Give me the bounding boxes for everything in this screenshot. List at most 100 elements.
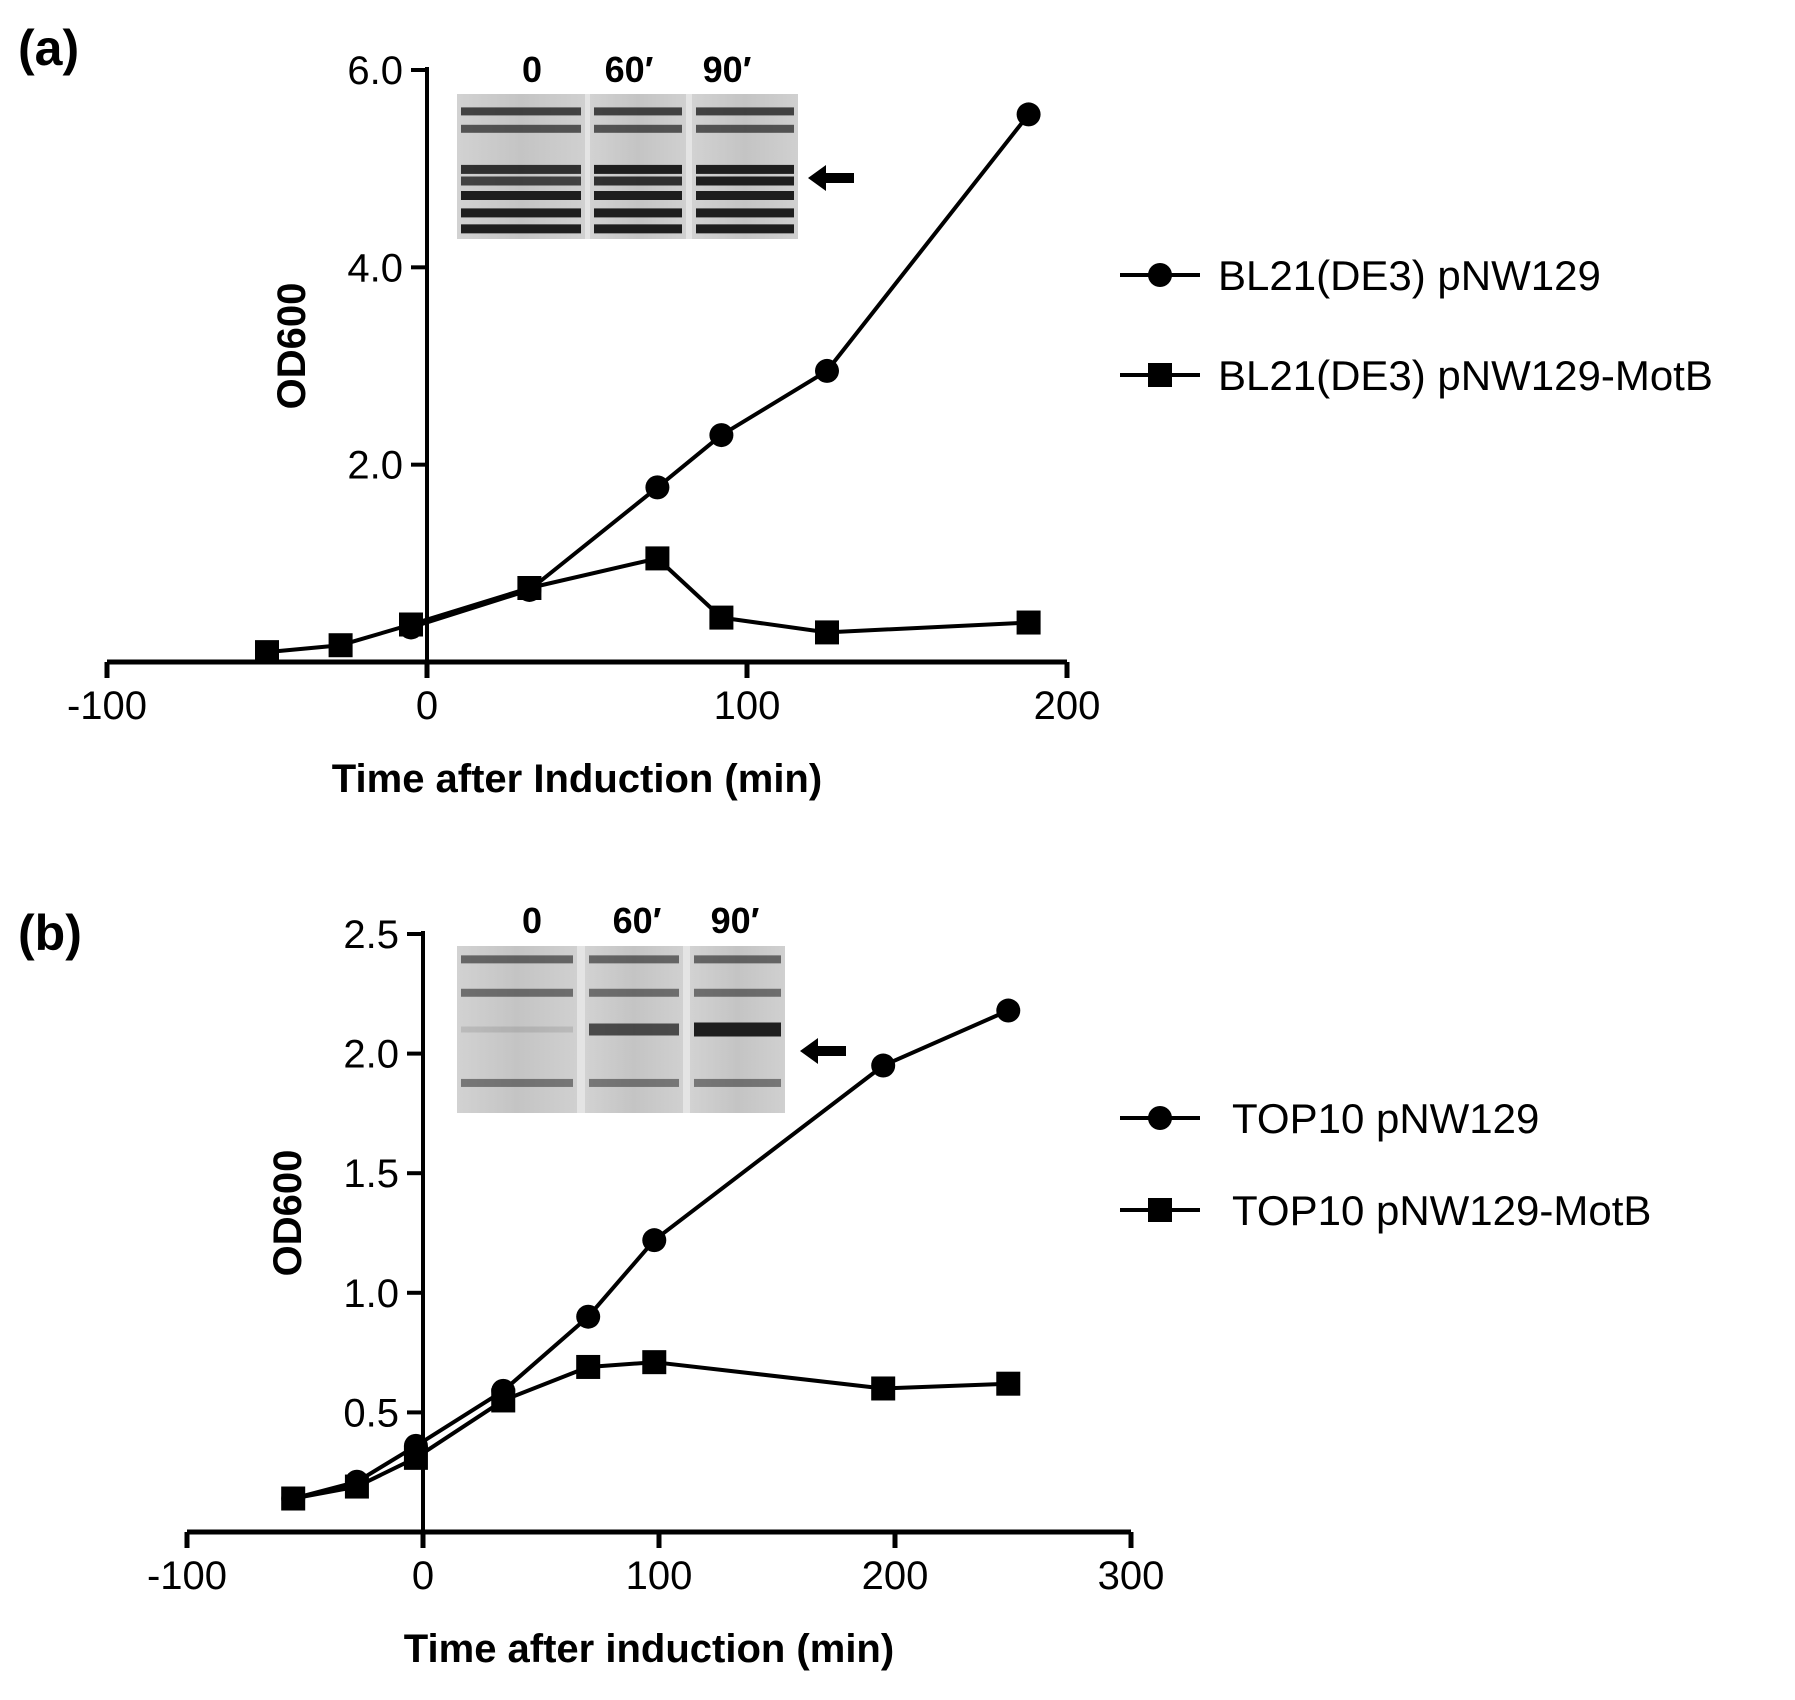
gel-band: [461, 107, 581, 116]
gel-band: [696, 208, 794, 218]
x-tick-label: 200: [862, 1554, 929, 1598]
series-1-point: [645, 475, 670, 500]
series-1-point: [709, 423, 734, 448]
legend-label: TOP10 pNW129: [1232, 1095, 1539, 1142]
series-1-point: [576, 1304, 601, 1329]
x-tick-label: 300: [1098, 1554, 1165, 1598]
y-tick-label: 6.0: [347, 49, 403, 93]
series-line-2: [292, 1360, 1009, 1501]
series-2-point: [328, 633, 353, 658]
gel-band: [694, 955, 781, 964]
gel-band: [696, 191, 794, 200]
series-2-point: [281, 1486, 306, 1511]
gel-band: [696, 164, 794, 174]
y-tick-label: 4.0: [347, 246, 403, 290]
series-1-point: [642, 1228, 667, 1253]
gel-band: [461, 191, 581, 200]
gel-lane-label: 0: [522, 900, 542, 941]
gel-band: [461, 1026, 573, 1033]
gel-band: [696, 176, 794, 186]
y-tick-label: 0.5: [343, 1391, 399, 1435]
gel-band: [594, 208, 682, 218]
x-tick-label: 100: [626, 1554, 693, 1598]
x-axis-title: Time after induction (min): [404, 1627, 894, 1671]
band-arrow-icon: [800, 1038, 846, 1064]
gel-band: [594, 191, 682, 200]
gel-lane-label: 60′: [605, 49, 654, 90]
series-1-point: [996, 998, 1021, 1023]
x-tick-label: 100: [714, 684, 781, 728]
x-tick-label: 0: [416, 684, 438, 728]
x-tick-label: -100: [147, 1554, 227, 1598]
legend-label: BL21(DE3) pNW129: [1218, 252, 1601, 299]
gel-band: [461, 208, 581, 218]
series-2-point: [491, 1388, 516, 1413]
gel-band: [696, 224, 794, 234]
series-2-point: [344, 1474, 369, 1499]
series-2-point: [996, 1371, 1021, 1396]
gel-lane-label: 0: [522, 49, 542, 90]
gel-band: [461, 1078, 573, 1087]
x-tick-label: 0: [412, 1554, 434, 1598]
series-2-point: [255, 640, 279, 665]
x-tick-label: 200: [1034, 684, 1101, 728]
legend-label: TOP10 pNW129-MotB: [1232, 1187, 1651, 1234]
gel-band: [461, 224, 581, 234]
series-2-point: [645, 546, 670, 571]
gel-band: [461, 955, 573, 964]
gel-band: [594, 107, 682, 116]
series-1-point: [1016, 102, 1041, 127]
gel-band: [594, 224, 682, 234]
y-tick-label: 1.0: [343, 1272, 399, 1316]
series-2-point: [709, 605, 734, 630]
gel-band: [589, 1023, 679, 1036]
gel-lane-label: 60′: [613, 900, 662, 941]
gel-lane-label: 90′: [703, 49, 752, 90]
gel-band: [594, 164, 682, 174]
band-arrow-icon: [808, 165, 854, 191]
gel-band: [694, 1078, 781, 1087]
gel-band: [461, 176, 581, 186]
gel-band: [589, 988, 679, 997]
gel-band: [594, 124, 682, 133]
series-2-point: [871, 1376, 896, 1401]
gel-inset: [457, 94, 798, 239]
series-line-2: [266, 556, 1029, 655]
gel-band: [594, 176, 682, 186]
y-tick-label: 2.5: [343, 913, 399, 957]
series-2-point: [1016, 610, 1041, 635]
gel-band: [694, 988, 781, 997]
y-axis-title: OD600: [270, 283, 314, 410]
legend-marker-circle: [1148, 263, 1172, 287]
gel-band: [589, 955, 679, 964]
gel-band: [461, 124, 581, 133]
series-2-point: [815, 620, 839, 645]
gel-band: [461, 988, 573, 997]
legend-marker-square: [1148, 363, 1172, 387]
y-tick-label: 2.0: [343, 1033, 399, 1077]
gel-band: [696, 124, 794, 133]
gel-band: [694, 1022, 781, 1037]
series-1-point: [871, 1053, 896, 1078]
gel-band: [589, 1078, 679, 1087]
gel-inset: [457, 946, 785, 1113]
panel-b: (b) -100 0 100 200 300 Time after induction (m…: [18, 900, 1651, 1671]
gel-lane-label: 90′: [711, 900, 760, 941]
series-2-point: [403, 1445, 428, 1470]
x-axis-title: Time after Induction (min): [332, 757, 822, 801]
series-1-point: [815, 358, 839, 383]
y-tick-label: 2.0: [347, 444, 403, 488]
series-2-point: [517, 576, 542, 600]
series-2-point: [576, 1354, 601, 1379]
panel-a: (a) -100 0 100 200 Time after Induction (min)…: [18, 20, 1713, 801]
y-tick-label: 1.5: [343, 1152, 399, 1196]
legend-marker-circle: [1148, 1106, 1172, 1130]
legend-marker-square: [1148, 1198, 1172, 1222]
series-2-point: [642, 1350, 667, 1375]
series-line-1: [410, 113, 1031, 630]
gel-band: [461, 164, 581, 174]
x-tick-label: -100: [67, 684, 147, 728]
legend-label: BL21(DE3) pNW129-MotB: [1218, 352, 1713, 399]
gel-band: [696, 107, 794, 116]
